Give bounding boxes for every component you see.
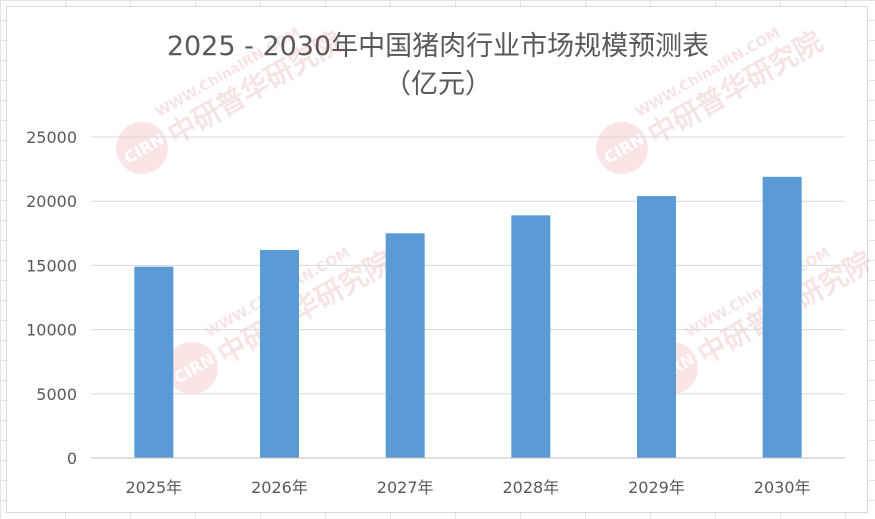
gridlines bbox=[91, 136, 845, 459]
y-tick-label: 15000 bbox=[26, 256, 77, 275]
chart-title: 2025 - 2030年中国猪肉行业市场规模预测表 bbox=[166, 31, 710, 62]
y-axis: 0 5000 10000 15000 20000 25000 bbox=[26, 128, 77, 468]
x-tick-label: 2030年 bbox=[754, 478, 811, 497]
bar-2 bbox=[260, 249, 299, 458]
x-tick-label: 2026年 bbox=[251, 478, 308, 497]
chart-subtitle-unit: （亿元） bbox=[384, 69, 492, 100]
bar-4 bbox=[511, 215, 551, 458]
y-tick-label: 10000 bbox=[26, 321, 77, 340]
x-tick-label: 2029年 bbox=[628, 478, 685, 497]
y-tick-label: 5000 bbox=[36, 385, 77, 404]
y-tick-label: 20000 bbox=[26, 192, 77, 211]
x-tick-label: 2028年 bbox=[502, 478, 559, 497]
watermark-badge-circle bbox=[166, 341, 218, 394]
chart-area[interactable]: 2025 - 2030年中国猪肉行业市场规模预测表 （亿元） CIRN WWW.C… bbox=[6, 6, 869, 513]
bars bbox=[134, 176, 802, 458]
x-tick-label: 2025年 bbox=[125, 478, 182, 497]
y-tick-label: 25000 bbox=[26, 128, 77, 147]
watermark-badge-circle bbox=[596, 121, 648, 174]
bar-3 bbox=[385, 233, 425, 458]
bar-5 bbox=[637, 196, 676, 458]
bar-6 bbox=[762, 176, 802, 458]
x-axis: 2025年 2026年 2027年 2028年 2029年 2030年 bbox=[91, 457, 845, 497]
bar-1 bbox=[134, 266, 174, 458]
watermark-badge-circle bbox=[116, 121, 168, 174]
y-tick-label: 0 bbox=[67, 449, 77, 468]
x-tick-label: 2027年 bbox=[377, 478, 434, 497]
